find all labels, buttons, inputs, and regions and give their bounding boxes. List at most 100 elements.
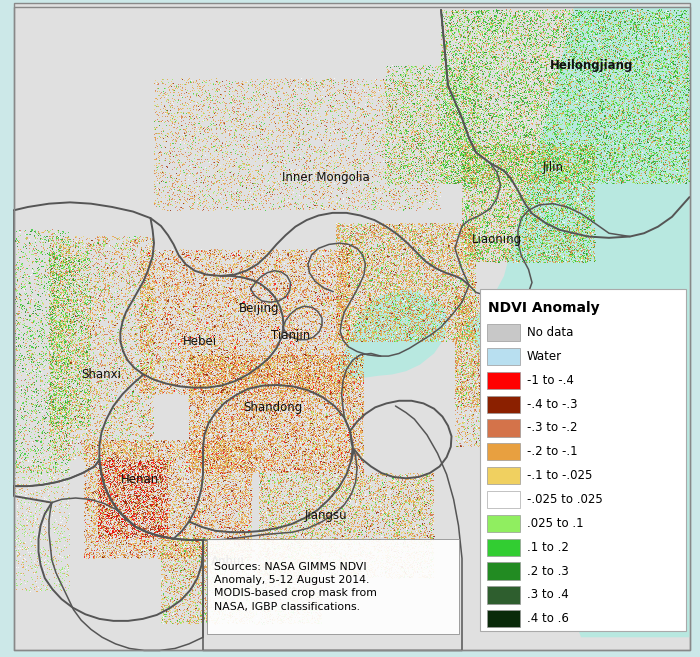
Point — [674, 41, 685, 52]
Point — [223, 302, 234, 312]
Point — [550, 233, 561, 244]
Point — [316, 273, 327, 283]
Point — [187, 438, 198, 449]
Text: -1 to -.4: -1 to -.4 — [527, 374, 574, 387]
Point — [143, 325, 154, 335]
Point — [201, 451, 212, 461]
Point — [588, 92, 599, 102]
Point — [75, 348, 86, 358]
Point — [491, 319, 503, 330]
Point — [66, 330, 77, 340]
Point — [199, 189, 211, 200]
Point — [535, 101, 546, 111]
Point — [341, 101, 352, 111]
Point — [136, 541, 148, 551]
Point — [94, 444, 105, 455]
Point — [469, 50, 480, 60]
Point — [66, 326, 78, 336]
Point — [216, 363, 227, 373]
Point — [654, 168, 666, 179]
Point — [355, 566, 366, 577]
Point — [80, 348, 92, 358]
Point — [581, 223, 592, 234]
Point — [141, 453, 152, 464]
Point — [251, 389, 262, 399]
Point — [438, 281, 449, 291]
Point — [270, 368, 281, 378]
Point — [307, 421, 318, 432]
Point — [492, 427, 503, 438]
Point — [195, 523, 206, 533]
Point — [582, 20, 594, 31]
Point — [328, 353, 339, 364]
Point — [41, 302, 52, 313]
Point — [392, 525, 403, 535]
Point — [29, 227, 41, 238]
Point — [344, 85, 355, 96]
Point — [354, 543, 365, 553]
Point — [612, 36, 623, 47]
Point — [274, 391, 285, 401]
Point — [406, 535, 417, 545]
Point — [588, 206, 599, 217]
Point — [383, 551, 394, 561]
Point — [389, 506, 400, 516]
Point — [582, 53, 594, 64]
Point — [448, 173, 459, 183]
Point — [531, 211, 542, 221]
Point — [343, 480, 354, 490]
Point — [433, 237, 444, 247]
Point — [601, 131, 612, 141]
Point — [428, 327, 440, 338]
Point — [482, 182, 493, 193]
Point — [266, 567, 277, 578]
Point — [187, 344, 198, 354]
Point — [576, 84, 587, 95]
Point — [421, 101, 432, 112]
Point — [511, 386, 522, 397]
Point — [493, 183, 504, 194]
Point — [215, 448, 226, 459]
Point — [211, 534, 222, 545]
Point — [361, 501, 372, 511]
Point — [132, 509, 143, 519]
Point — [585, 105, 596, 116]
Point — [640, 134, 651, 145]
Point — [264, 353, 275, 364]
Point — [503, 239, 514, 250]
Point — [524, 382, 536, 393]
Point — [384, 240, 395, 250]
Point — [434, 122, 445, 133]
Point — [607, 173, 618, 183]
Point — [346, 454, 357, 464]
Point — [72, 373, 83, 384]
Point — [131, 529, 142, 539]
Point — [556, 139, 568, 149]
Point — [615, 7, 626, 17]
Point — [387, 233, 398, 243]
Point — [463, 22, 474, 32]
Point — [432, 135, 443, 145]
Point — [97, 461, 108, 471]
Point — [482, 363, 493, 373]
Point — [473, 12, 484, 23]
Point — [626, 92, 637, 102]
Point — [194, 473, 205, 484]
Point — [536, 51, 547, 61]
Point — [300, 528, 312, 539]
Point — [221, 444, 232, 455]
Point — [405, 289, 416, 300]
Point — [512, 234, 523, 244]
Point — [525, 124, 536, 134]
Point — [436, 77, 447, 87]
Point — [360, 305, 371, 315]
Point — [473, 238, 484, 249]
Point — [35, 359, 46, 370]
Point — [573, 215, 584, 225]
Point — [392, 533, 403, 544]
Point — [242, 542, 253, 553]
Point — [83, 290, 94, 300]
Point — [407, 248, 419, 258]
Point — [662, 45, 673, 55]
Point — [193, 371, 204, 381]
